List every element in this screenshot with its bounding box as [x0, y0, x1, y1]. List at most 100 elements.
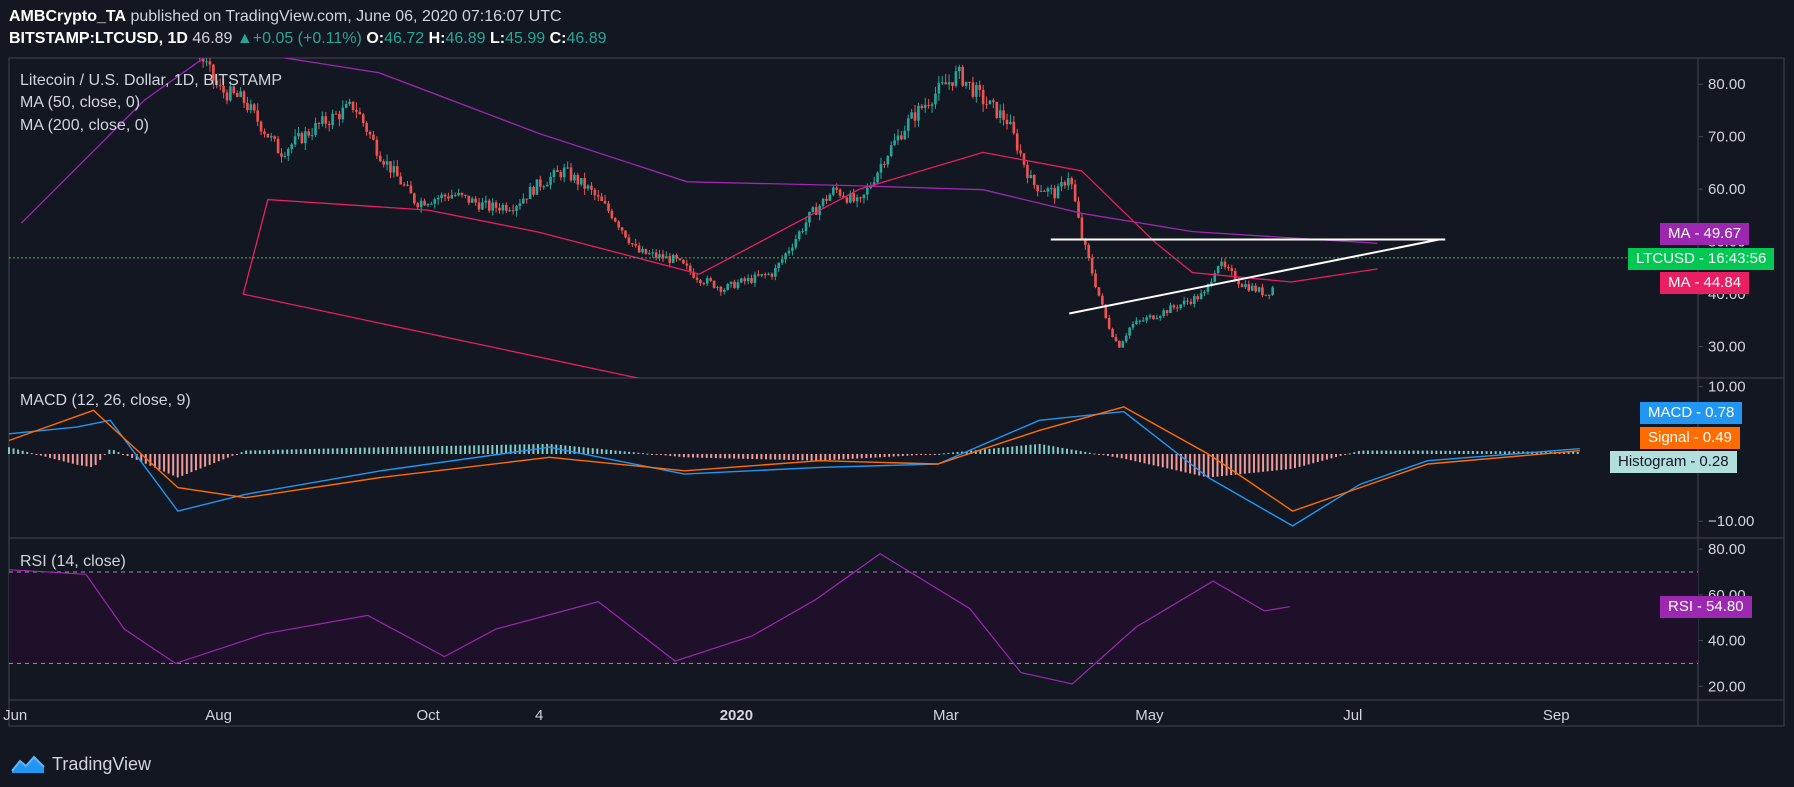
candle-down: [1227, 266, 1230, 269]
histogram-bar: [1362, 450, 1365, 454]
histogram-bar: [249, 450, 252, 454]
histogram-bar: [1567, 451, 1570, 454]
candle-up: [1257, 287, 1261, 292]
histogram-bar: [1198, 453, 1201, 476]
histogram-bar: [965, 451, 968, 454]
candle-down: [358, 111, 362, 115]
rsi-legend[interactable]: RSI (14, close): [20, 553, 126, 570]
histogram-bar: [523, 444, 526, 454]
rsi-tag-label: RSI: [1668, 598, 1694, 615]
histogram-bar: [441, 446, 444, 454]
ma200-legend[interactable]: MA (200, close, 0): [20, 117, 149, 134]
low-value: 45.99: [505, 30, 546, 47]
candle-up: [729, 281, 733, 285]
histogram-bar: [1403, 450, 1406, 454]
histogram-bar: [99, 453, 102, 460]
candle-down: [300, 132, 304, 144]
candle-down: [453, 195, 457, 197]
histogram-bar: [71, 453, 74, 464]
histogram-bar: [669, 453, 672, 456]
histogram-bar: [1371, 450, 1374, 454]
candle-up: [1067, 178, 1070, 186]
candle-down: [627, 237, 631, 244]
histogram-bar: [806, 453, 809, 461]
histogram-bar: [295, 449, 298, 454]
histogram-bar: [1275, 453, 1278, 471]
rsi-tag-value: 54.80: [1706, 598, 1744, 615]
candle-down: [678, 258, 682, 260]
candle-up: [436, 198, 440, 200]
price-y-tick-label: 70.00: [1708, 129, 1746, 146]
candle-up: [470, 198, 474, 203]
tradingview-brand[interactable]: TradingView: [10, 752, 151, 776]
candle-down: [971, 82, 975, 97]
histogram-bar: [26, 451, 29, 454]
histogram-bar: [865, 453, 868, 459]
candle-down: [355, 109, 358, 112]
candle-up: [1182, 300, 1186, 305]
histogram-bar: [327, 448, 330, 454]
histogram-bar: [368, 447, 371, 454]
histogram-bar: [988, 448, 991, 454]
candle-up: [552, 170, 556, 177]
histogram-bar: [1298, 453, 1301, 467]
price-legend-title[interactable]: Litecoin / U.S. Dollar, 1D, BITSTAMP: [20, 72, 283, 89]
candle-down: [1063, 182, 1067, 186]
histogram-bar: [651, 453, 654, 455]
candle-up: [797, 231, 801, 240]
histogram-bar: [509, 444, 512, 454]
candle-down: [978, 85, 982, 90]
histogram-bar: [359, 447, 362, 454]
candle-up: [862, 194, 866, 199]
candle-down: [402, 184, 406, 186]
histogram-bar: [318, 448, 321, 454]
histogram-bar: [1430, 450, 1433, 454]
candle-down: [539, 179, 542, 187]
candle-up: [457, 192, 460, 196]
histogram-bar: [340, 448, 343, 454]
candle-up: [141, 0, 144, 4]
histogram-bar: [1426, 450, 1429, 454]
histogram-bar: [482, 445, 485, 454]
candle-down: [1175, 307, 1179, 309]
candle-up: [293, 136, 297, 145]
candle-down: [222, 86, 225, 93]
histogram-bar: [500, 444, 503, 454]
histogram-bar: [473, 445, 476, 454]
candle-up: [780, 259, 784, 263]
candle-down: [825, 198, 828, 201]
publisher-name[interactable]: AMBCrypto_TA: [9, 8, 127, 25]
histogram-bar: [495, 444, 498, 454]
histogram-bar: [1421, 450, 1424, 454]
histogram-bar: [1184, 453, 1187, 473]
histogram-bar: [710, 453, 713, 458]
candle-up: [566, 167, 569, 169]
candle-down: [242, 91, 246, 103]
candle-down: [232, 86, 236, 94]
ohlc-line: BITSTAMP:LTCUSD, 1D 46.89 ▲+0.05 (+0.11%…: [9, 30, 607, 48]
published-text: published on TradingView.com, June 06, 2…: [130, 8, 562, 25]
histogram-bar: [1394, 450, 1397, 454]
signal-line: [8, 406, 1580, 512]
histogram-bar: [1417, 450, 1420, 454]
macd-y-tick-label: −10.00: [1708, 513, 1754, 530]
candle-down: [1104, 304, 1108, 319]
histogram-bar: [1239, 453, 1242, 475]
histogram-bar: [400, 446, 403, 454]
macd-legend[interactable]: MACD (12, 26, close, 9): [20, 392, 191, 409]
histogram-bar: [573, 446, 576, 454]
histogram-bar: [774, 453, 777, 460]
histogram-bar: [185, 453, 188, 474]
candle-down: [583, 178, 586, 189]
histogram-bar: [267, 450, 270, 454]
histogram-bar: [1408, 450, 1411, 454]
candle-up: [1009, 121, 1012, 125]
histogram-bar: [149, 453, 152, 466]
candle-up: [705, 278, 709, 284]
candle-down: [1233, 271, 1237, 281]
histogram-bar: [1125, 453, 1128, 460]
axes: 30.0040.0050.0060.0070.0080.0010.00−10.0…: [3, 76, 1754, 724]
candle-down: [368, 131, 372, 135]
candle-down: [201, 58, 205, 62]
ma50-legend[interactable]: MA (50, close, 0): [20, 94, 141, 111]
